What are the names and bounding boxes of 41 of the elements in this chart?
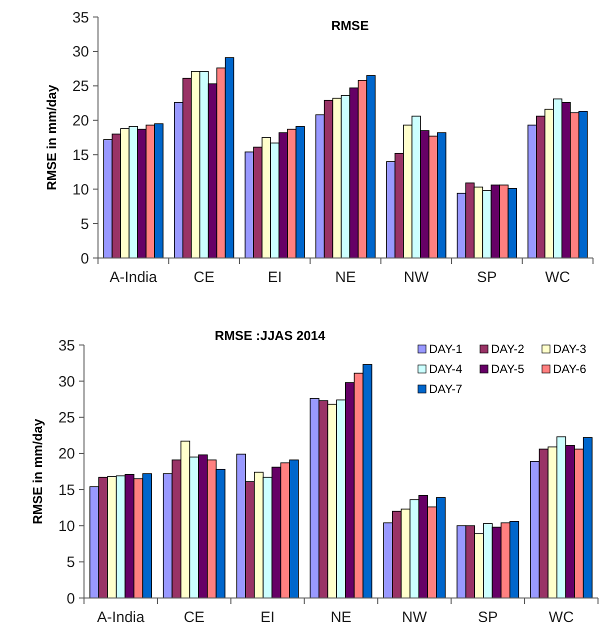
x-tick-label: WC	[545, 269, 570, 286]
y-axis-title: RMSE in mm/day	[30, 418, 45, 524]
chart-title: RMSE :JJAS 2014	[214, 328, 326, 343]
legend-label: DAY-7	[429, 382, 463, 396]
x-tick-label: CE	[184, 609, 205, 626]
y-tick-label: 0	[66, 590, 75, 608]
y-tick-label: 35	[58, 337, 75, 354]
x-tick-label: NE	[335, 269, 356, 286]
x-tick-label: A-India	[96, 609, 146, 626]
x-tick-label: EI	[260, 609, 275, 626]
legend-label: DAY-5	[491, 362, 525, 376]
chart-title: RMSE	[331, 18, 370, 33]
y-axis-title: RMSE in mm/day	[44, 84, 59, 190]
x-tick-label: CE	[194, 269, 214, 286]
x-tick-label: A-India	[110, 269, 158, 286]
y-tick-label: 20	[72, 112, 89, 130]
y-tick-label: 30	[58, 373, 75, 390]
y-tick-label: 25	[58, 410, 75, 427]
y-tick-label: 10	[72, 181, 89, 198]
y-tick-label: 35	[72, 9, 89, 26]
y-tick-label: 10	[58, 518, 75, 535]
x-tick-label: NW	[404, 269, 430, 286]
legend-label: DAY-4	[429, 362, 463, 376]
x-tick-label: WC	[548, 609, 574, 626]
x-tick-label: NE	[330, 609, 352, 626]
y-tick-label: 20	[58, 446, 75, 463]
y-tick-label: 5	[80, 216, 89, 233]
legend-label: DAY-6	[553, 362, 587, 376]
y-tick-label: 5	[66, 554, 75, 572]
x-tick-label: EI	[268, 269, 282, 286]
legend-label: DAY-3	[553, 342, 587, 356]
y-tick-label: 25	[72, 78, 89, 96]
y-tick-label: 15	[72, 146, 89, 164]
y-tick-label: 15	[58, 482, 75, 499]
y-tick-label: 0	[80, 250, 89, 268]
legend-label: DAY-2	[491, 342, 525, 356]
legend-label: DAY-1	[429, 342, 463, 356]
x-tick-label: NW	[402, 609, 428, 626]
x-tick-label: SP	[476, 269, 497, 286]
x-tick-label: SP	[478, 609, 498, 626]
y-tick-label: 30	[72, 44, 89, 61]
